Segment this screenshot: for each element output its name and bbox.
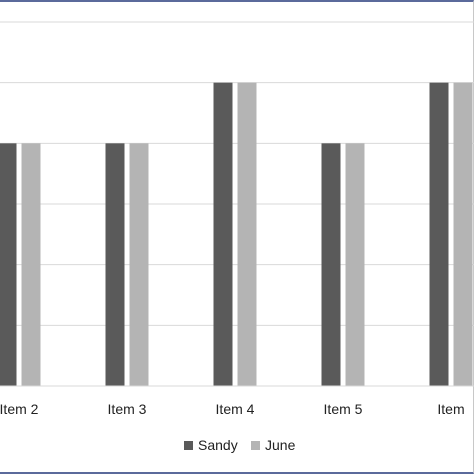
bar-sandy-1 <box>0 143 17 386</box>
x-tick-label: Item 4 <box>216 401 255 417</box>
x-tick-label: Item 3 <box>108 401 147 417</box>
bar-june-4 <box>345 143 365 386</box>
bar-june-2 <box>129 143 149 386</box>
x-tick-label: Item 2 <box>0 401 39 417</box>
bar-sandy-3 <box>213 82 233 387</box>
bar-june-5 <box>453 82 473 387</box>
gridlines <box>0 21 474 326</box>
bar-june-3 <box>237 82 257 387</box>
bar-sandy-2 <box>105 143 125 386</box>
legend-swatch-june <box>251 441 260 450</box>
bar-sandy-4 <box>321 143 341 386</box>
x-tick-label: Item <box>437 401 464 417</box>
bar-june-1 <box>21 143 41 386</box>
legend-label-sandy: Sandy <box>198 437 238 453</box>
legend-swatch-sandy <box>184 441 193 450</box>
bars <box>0 82 473 387</box>
x-tick-label: Item 5 <box>324 401 363 417</box>
legend-label-june: June <box>265 437 296 453</box>
legend: Sandy June <box>184 437 296 453</box>
x-tick-labels: Item 2 Item 3 Item 4 Item 5 Item <box>0 401 465 417</box>
bar-sandy-5 <box>429 82 449 387</box>
